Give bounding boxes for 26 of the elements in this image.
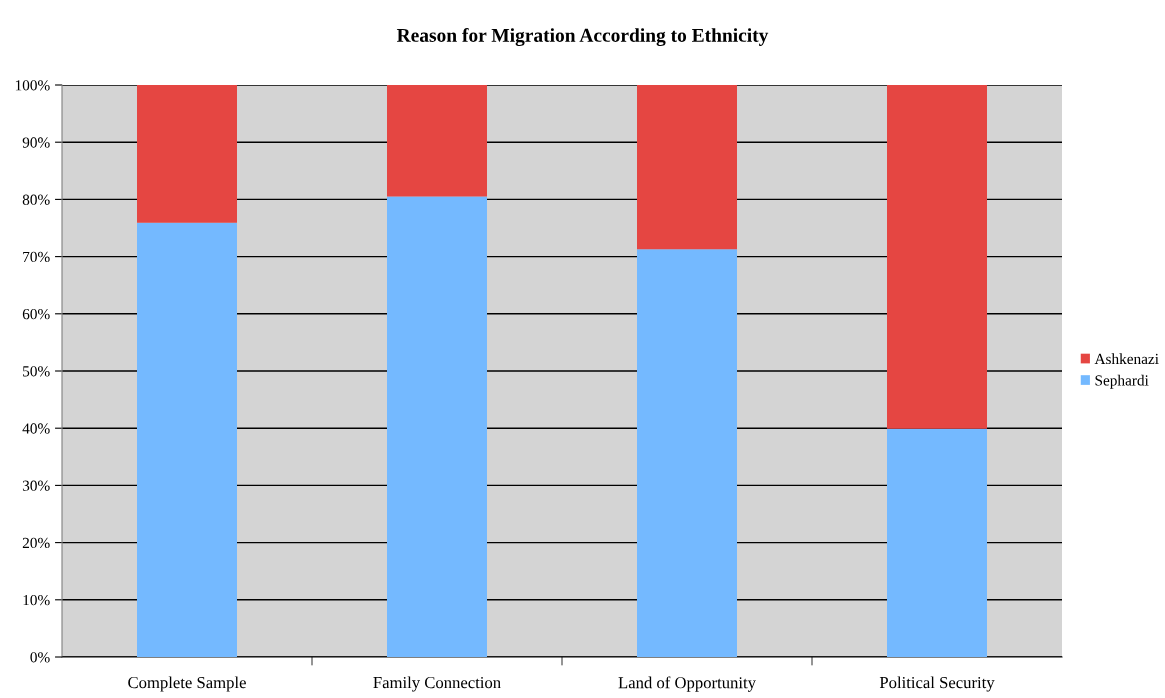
y-tick-label: 30% [22, 480, 50, 491]
y-tick-label: 0% [30, 652, 50, 663]
x-tick-label: Land of Opportunity [618, 676, 756, 692]
bar [887, 428, 987, 657]
bar [637, 249, 737, 657]
bar [137, 222, 237, 657]
bar [887, 85, 987, 429]
y-tick-label: 10% [23, 594, 50, 606]
y-tick-label: 90% [22, 137, 50, 148]
legend-label: Sephardi [1095, 374, 1149, 389]
bar [387, 85, 487, 197]
y-tick-label: 70% [23, 251, 50, 263]
x-tick-label: Complete Sample [128, 676, 246, 692]
chart-title: Reason for Migration According to Ethnicity [396, 28, 769, 46]
y-tick-label: 80% [22, 194, 50, 205]
y-tick-label: 20% [22, 537, 50, 549]
y-tick-label: 100% [15, 80, 50, 91]
legend-label: Ashkenazi [1094, 353, 1159, 365]
bar [387, 196, 487, 657]
bar [637, 85, 737, 250]
x-tick-label: Family Connection [373, 676, 501, 692]
y-tick-label: 50% [23, 366, 50, 377]
y-tick-label: 40% [22, 423, 50, 434]
x-tick-label: Political Security [879, 676, 995, 692]
bar [137, 85, 237, 223]
y-tick-label: 60% [22, 308, 50, 320]
